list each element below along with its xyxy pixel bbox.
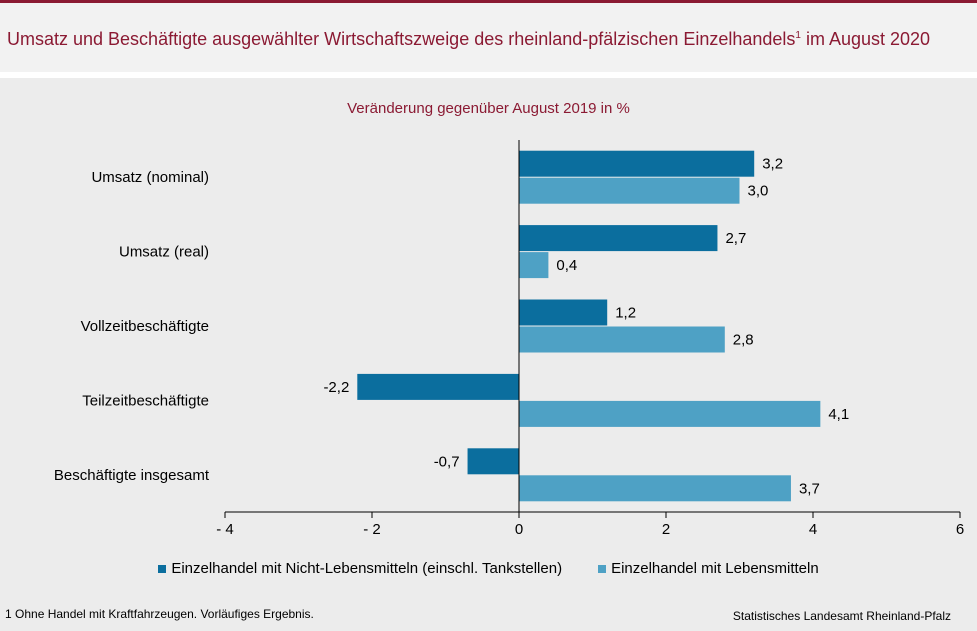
legend-label-food: Einzelhandel mit Lebensmitteln	[611, 560, 819, 577]
x-tick-label: 6	[956, 521, 964, 538]
data-label: 0,4	[556, 257, 577, 274]
category-label: Beschäftigte insgesamt	[54, 467, 210, 484]
bar	[519, 299, 608, 326]
legend-item-food: Einzelhandel mit Lebensmitteln	[598, 560, 819, 577]
data-label: 3,0	[748, 183, 769, 200]
chart-panel	[0, 78, 977, 631]
chart-subtitle: Veränderung gegenüber August 2019 in %	[347, 100, 630, 117]
legend-item-non-food: Einzelhandel mit Nicht-Lebensmitteln (ei…	[158, 560, 562, 577]
data-label: 4,1	[828, 406, 849, 423]
x-tick-label: 2	[662, 521, 670, 538]
bar	[519, 150, 755, 177]
header-bar: Umsatz und Beschäftigte ausgewählter Wir…	[0, 3, 977, 72]
data-label: 1,2	[615, 305, 636, 322]
bar	[519, 225, 718, 252]
source-note: Statistisches Landesamt Rheinland-Pfalz	[732, 609, 951, 623]
data-label: 2,8	[733, 332, 754, 349]
x-tick-label: - 2	[363, 521, 381, 538]
bar	[467, 448, 519, 475]
footnote: 1 Ohne Handel mit Kraftfahrzeugen. Vorlä…	[5, 607, 314, 621]
category-label: Teilzeitbeschäftigte	[82, 392, 209, 409]
title-accent-line	[0, 0, 977, 3]
data-label: 3,2	[762, 156, 783, 173]
bar	[519, 475, 791, 502]
legend-swatch-non-food	[158, 564, 167, 573]
bar	[519, 400, 821, 427]
data-label: 2,7	[725, 230, 746, 247]
chart-title: Umsatz und Beschäftigte ausgewählter Wir…	[7, 29, 931, 49]
legend-label-non-food: Einzelhandel mit Nicht-Lebensmitteln (ei…	[171, 560, 563, 577]
data-label: -2,2	[323, 379, 349, 396]
category-label: Vollzeitbeschäftigte	[81, 318, 209, 335]
header-separator	[0, 72, 977, 78]
x-tick-label: 0	[515, 521, 523, 538]
x-tick-label: - 4	[216, 521, 234, 538]
category-label: Umsatz (nominal)	[91, 169, 209, 186]
x-tick-label: 4	[809, 521, 817, 538]
data-label: -0,7	[434, 453, 460, 470]
category-label: Umsatz (real)	[119, 244, 209, 261]
bar	[519, 252, 549, 279]
legend: Einzelhandel mit Nicht-Lebensmitteln (ei…	[0, 560, 977, 577]
bar	[519, 326, 725, 353]
bar	[357, 373, 519, 400]
legend-swatch-food	[598, 564, 607, 573]
bar	[519, 177, 740, 204]
data-label: 3,7	[799, 480, 820, 497]
